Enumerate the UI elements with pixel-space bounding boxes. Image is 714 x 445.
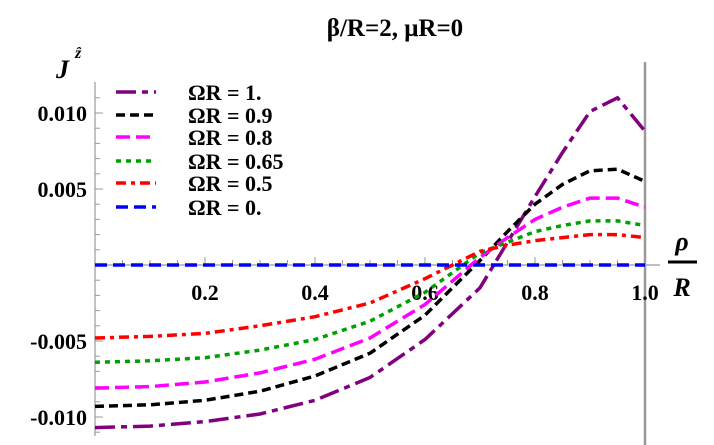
y-axis-label: J [55, 55, 70, 84]
chart-title: β/R=2, μR=0 [327, 15, 463, 42]
x-axis-label-denominator: R [672, 273, 690, 302]
y-tick-label: 0.005 [38, 177, 88, 202]
legend-item: ΩR = 1. [116, 80, 262, 105]
series-group [94, 95, 647, 430]
x-tick-label: 0.4 [301, 280, 329, 305]
legend-item: ΩR = 0. [116, 195, 262, 220]
series-line [94, 219, 646, 365]
series-line [94, 196, 646, 390]
series-line [94, 167, 646, 409]
legend-item: ΩR = 0.8 [116, 125, 273, 150]
y-axis-label-superscript: ẑ [74, 45, 82, 62]
legend-label: ΩR = 0.5 [188, 171, 273, 196]
y-tick-label: -0.005 [30, 329, 87, 354]
x-tick-label: 0.2 [191, 280, 219, 305]
legend-label: ΩR = 0.9 [188, 103, 273, 128]
y-axis-title: J ẑ [55, 45, 82, 84]
legend-label: ΩR = 0. [188, 195, 262, 220]
x-axis-label-numerator: ρ [674, 227, 688, 256]
legend-label: ΩR = 0.8 [188, 125, 273, 150]
x-tick-label: 0.8 [521, 280, 549, 305]
legend-label: ΩR = 1. [188, 80, 262, 105]
series-line [94, 95, 647, 430]
legend-item: ΩR = 0.9 [116, 103, 273, 128]
legend-item: ΩR = 0.5 [116, 171, 273, 196]
legend-label: ΩR = 0.65 [188, 149, 284, 174]
x-tick-label: 1.0 [631, 280, 659, 305]
legend-item: ΩR = 0.65 [116, 149, 284, 174]
y-tick-label: -0.010 [30, 405, 87, 430]
x-axis-title: ρ R [668, 227, 697, 302]
y-tick-label: 0.010 [38, 101, 88, 126]
series-line [94, 232, 646, 340]
